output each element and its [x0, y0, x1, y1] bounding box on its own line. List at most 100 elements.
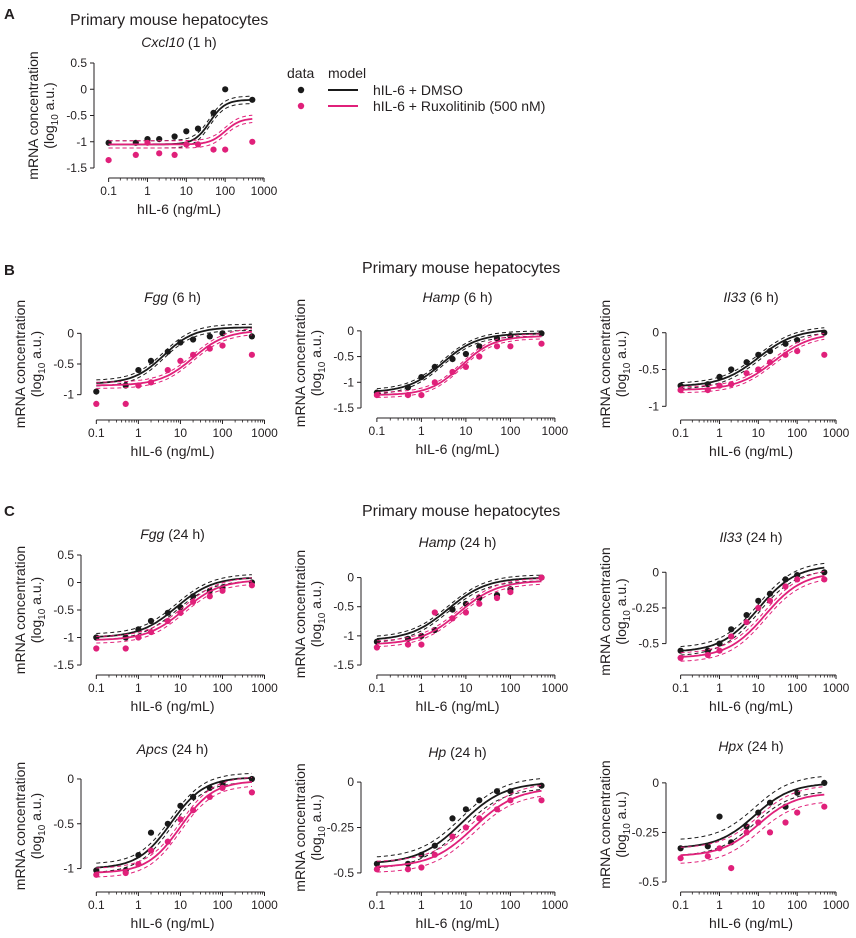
x-tick-label: 100: [212, 426, 232, 440]
model-ci-upper-1: [108, 114, 253, 142]
y-axis-sublabel: (log10 a.u.): [613, 331, 633, 397]
y-axis-label: mRNA concentration: [292, 299, 308, 427]
data-point-1: [716, 382, 723, 389]
data-point-0: [190, 793, 197, 801]
data-point-0: [755, 597, 762, 604]
model-line-1: [376, 580, 542, 645]
y-tick-label: -0.5: [638, 875, 659, 889]
data-point-1: [716, 845, 723, 852]
data-point-1: [177, 357, 184, 364]
data-point-1: [373, 392, 380, 399]
data-point-0: [194, 125, 202, 132]
plot-panels: Cxcl10 (1 h)0.50-0.5-1-1.50.1 1 10 100 1000h…: [12, 34, 850, 931]
data-point-1: [677, 387, 684, 394]
data-point-1: [728, 633, 735, 640]
data-point-1: [404, 392, 412, 399]
x-tick-label: 10: [752, 898, 766, 912]
data-point-0: [147, 829, 155, 836]
chart-title-time: (24 h): [742, 529, 782, 545]
x-tick-label: 10: [752, 681, 766, 695]
chart-b-fgg: Fgg (6 h) 0 -0.5 -1 0.1 1 10 100 1000 hIL-6 (ng/m…: [12, 289, 278, 459]
data-point-0: [462, 806, 469, 813]
x-tick-label: 1: [716, 426, 723, 440]
legend: data model hIL-6 + DMSO hIL-6 + Ruxoliti…: [287, 65, 545, 114]
data-point-1: [210, 146, 217, 153]
data-point-1: [677, 654, 684, 662]
y-axis-sublabel: (log10 a.u.): [308, 794, 328, 860]
data-point-0: [743, 612, 750, 619]
y-tick-label: -0.5: [333, 866, 354, 880]
data-point-1: [794, 348, 801, 355]
chart-title-time: (24 h): [168, 741, 208, 757]
data-point-0: [431, 363, 438, 370]
x-axis-label: hIL-6 (ng/mL): [137, 201, 221, 217]
x-tick-label: 0.1: [672, 681, 689, 695]
data-point-0: [219, 780, 226, 787]
chart-title-time: (24 h): [743, 738, 783, 754]
data-point-1: [728, 865, 735, 872]
x-tick-label: 100: [787, 426, 807, 440]
data-point-1: [755, 604, 762, 612]
model-ci-upper-0: [96, 772, 252, 864]
data-point-1: [190, 807, 197, 814]
data-point-1: [190, 598, 197, 605]
data-point-0: [135, 626, 142, 633]
y-tick-label: -1.5: [333, 658, 354, 672]
x-tick-label: 1000: [542, 424, 569, 438]
data-point-1: [507, 343, 514, 350]
y-tick-label: 0: [67, 772, 74, 786]
data-point-1: [704, 387, 711, 394]
chart-c-il33: Il33 (24 h) 0 -0.25 -0.5 0.1 1 10 100 1000 hIL-6 …: [597, 529, 850, 714]
data-point-0: [177, 339, 184, 346]
data-point-1: [222, 146, 229, 153]
data-point-1: [135, 634, 142, 641]
data-point-0: [538, 782, 545, 789]
x-tick-label: 0.1: [88, 681, 105, 695]
y-tick-label: 0: [652, 326, 659, 340]
y-axis-label: mRNA concentration: [12, 762, 28, 890]
data-point-0: [418, 374, 425, 381]
chart-title: Fgg (6 h): [144, 289, 201, 305]
data-point-1: [164, 367, 171, 374]
x-tick-label: 10: [459, 898, 473, 912]
model-line-0: [680, 783, 825, 848]
data-point-1: [147, 379, 155, 386]
chart-c-hpx: Hpx (24 h) 0 -0.25 -0.5 0.1 1 10 100 1000 hIL-6 (…: [597, 738, 850, 931]
data-point-0: [782, 340, 789, 347]
chart-c-fgg: Fgg (24 h) 0.5 0 -0.5 -1 -1.5 0.1 1 10 100 1000 hIL…: [12, 526, 278, 714]
model-line-0: [96, 326, 252, 384]
data-point-1: [404, 641, 412, 648]
x-tick-label: 10: [174, 426, 188, 440]
data-point-0: [716, 813, 723, 820]
model-ci-lower-1: [96, 786, 252, 878]
x-axis-label: hIL-6 (ng/mL): [709, 915, 793, 931]
data-point-0: [704, 381, 711, 388]
data-point-1: [164, 617, 171, 625]
data-point-1: [206, 593, 213, 600]
data-point-0: [190, 593, 197, 600]
data-point-1: [782, 351, 789, 358]
data-point-0: [677, 845, 684, 852]
data-point-0: [462, 350, 469, 358]
data-point-1: [190, 351, 197, 358]
model-ci-upper-0: [96, 574, 252, 634]
x-tick-label: 1000: [823, 681, 850, 695]
chart-title: Il33 (24 h): [719, 529, 782, 545]
data-point-0: [135, 852, 142, 859]
data-point-0: [507, 788, 514, 795]
x-tick-label: 10: [174, 898, 188, 912]
panel-letter-a: A: [4, 6, 15, 23]
x-tick-label: 1: [418, 424, 425, 438]
chart-c-apcs: Apcs (24 h) 0 -0.5 -1 0.1 1 10 100 1000 hIL-6 (ng…: [12, 741, 278, 931]
panel-letter-b: B: [4, 262, 15, 279]
model-ci-upper-1: [376, 578, 542, 642]
x-tick-label: 1000: [251, 681, 278, 695]
data-point-0: [821, 329, 828, 336]
data-point-0: [538, 330, 545, 337]
data-point-0: [164, 348, 171, 355]
data-point-0: [249, 96, 256, 103]
model-ci-lower-1: [376, 583, 542, 648]
data-point-1: [743, 829, 750, 836]
y-axis-sublabel: (log10 a.u.): [28, 793, 48, 859]
model-line-1: [680, 793, 825, 857]
